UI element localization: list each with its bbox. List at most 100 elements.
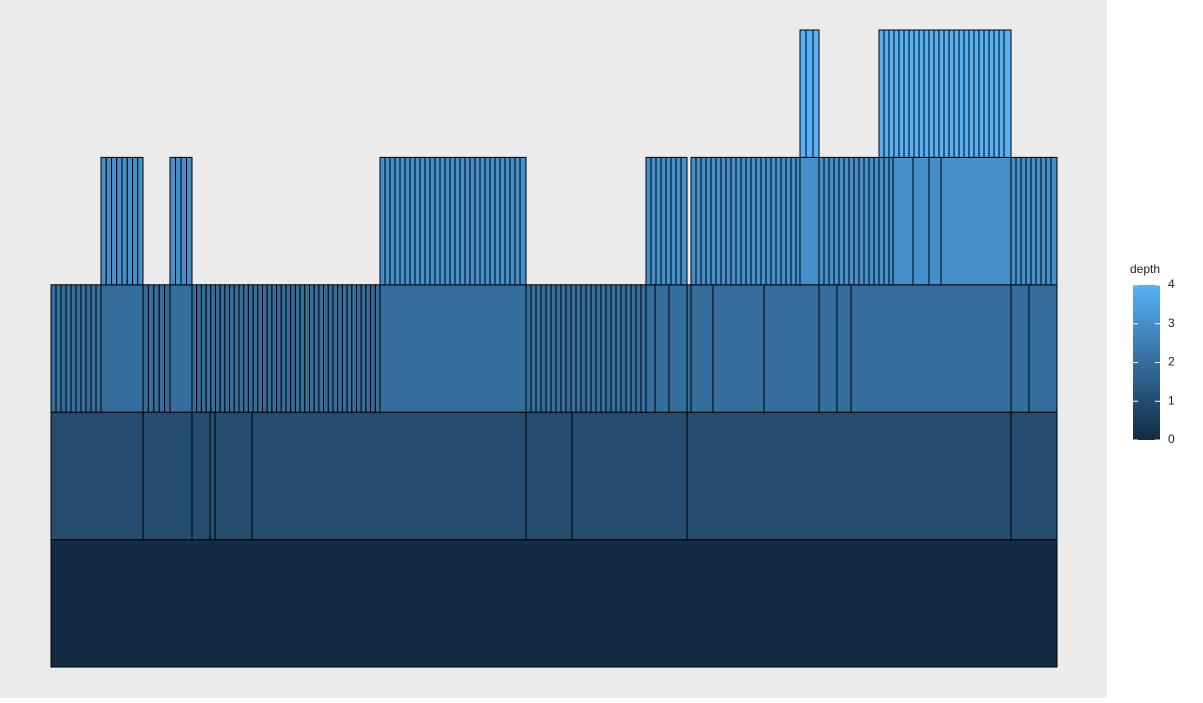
partition-cell — [404, 156, 411, 286]
partition-cell — [760, 156, 767, 286]
partition-cell — [805, 29, 814, 158]
partition-cell — [963, 29, 970, 158]
partition-cell — [848, 156, 855, 286]
partition-cell — [313, 284, 320, 413]
partition-cell — [654, 284, 670, 413]
partition-cell — [116, 156, 123, 286]
partition-cell — [853, 156, 860, 286]
partition-cell — [379, 284, 527, 413]
partition-cell — [690, 156, 697, 286]
partition-cell — [341, 284, 348, 413]
partition-cell — [105, 156, 112, 286]
partition-cell — [419, 156, 426, 286]
partition-cell — [214, 411, 253, 541]
partition-cell — [80, 284, 87, 413]
partition-cell — [205, 284, 212, 413]
partition-cell — [285, 284, 292, 413]
partition-cell — [686, 411, 1012, 541]
partition-cell — [928, 29, 935, 158]
partition-cell — [356, 284, 362, 413]
partition-cell — [555, 284, 562, 413]
partition-cell — [332, 284, 339, 413]
colorbar-tick-label: 2 — [1168, 355, 1175, 369]
partition-cell — [238, 284, 245, 413]
partition-cell — [903, 29, 910, 158]
partition-cell — [725, 156, 732, 286]
partition-cell — [191, 411, 211, 541]
partition-cell — [1015, 156, 1022, 286]
partition-cell — [893, 29, 900, 158]
partition-cell — [763, 284, 820, 413]
partition-cell — [686, 284, 692, 413]
partition-cell — [948, 29, 955, 158]
partition-cell — [337, 284, 343, 413]
partition-cell — [575, 284, 582, 413]
partition-cell — [883, 29, 890, 158]
partition-cell — [489, 156, 496, 286]
partition-cell — [892, 156, 914, 286]
partition-cell — [675, 156, 682, 286]
partition-cell — [740, 156, 747, 286]
partition-cell — [1010, 156, 1017, 286]
partition-cell — [812, 29, 820, 158]
partition-cell — [620, 284, 627, 413]
partition-cell — [209, 411, 216, 541]
partition-cell — [191, 284, 198, 413]
partition-cell — [514, 156, 521, 286]
partition-cell — [509, 156, 516, 286]
partition-cell — [409, 156, 416, 286]
partition-cell — [590, 284, 597, 413]
partition-cell — [745, 156, 752, 286]
partition-cell — [535, 284, 542, 413]
partition-cell — [680, 156, 688, 286]
partition-cell — [370, 284, 376, 413]
partition-cell — [690, 284, 714, 413]
partition-cell — [196, 284, 202, 413]
partition-cell — [993, 29, 1000, 158]
partition-cell — [1010, 411, 1058, 541]
partition-cell — [545, 284, 552, 413]
partition-cell — [850, 284, 1012, 413]
partition-cell — [318, 284, 325, 413]
partition-cell — [1035, 156, 1042, 286]
partition-cell — [525, 411, 573, 541]
partition-cell — [605, 284, 612, 413]
partition-cell — [186, 156, 193, 286]
partition-cell — [640, 284, 647, 413]
partition-cell — [595, 284, 602, 413]
partition-cell — [630, 284, 637, 413]
partition-cell — [464, 156, 471, 286]
partition-cell — [299, 284, 306, 413]
colorbar-tick-label: 4 — [1168, 277, 1175, 291]
partition-cell — [828, 156, 835, 286]
partition-cell — [570, 284, 577, 413]
partition-cell — [818, 156, 825, 286]
partition-cell — [730, 156, 737, 286]
partition-cell — [635, 284, 642, 413]
partition-cell — [735, 156, 742, 286]
partition-cell — [700, 156, 707, 286]
partition-cell — [153, 284, 160, 413]
partition-cell — [132, 156, 139, 286]
partition-cell — [251, 411, 527, 541]
colorbar-tick-label: 0 — [1168, 432, 1175, 446]
partition-cell — [55, 284, 62, 413]
partition-cell — [95, 284, 102, 413]
partition-cell — [978, 29, 985, 158]
partition-cell — [479, 156, 486, 286]
partition-cell — [715, 156, 722, 286]
partition-cell — [180, 156, 187, 286]
partition-cell — [85, 284, 92, 413]
partition-cell — [200, 284, 207, 413]
partition-cell — [928, 156, 942, 286]
partition-cell — [243, 284, 249, 413]
partition-cell — [710, 156, 717, 286]
partition-cell — [519, 156, 527, 286]
partition-cell — [938, 29, 945, 158]
partition-cell — [484, 156, 491, 286]
partition-cell — [323, 284, 329, 413]
partition-cell — [351, 284, 357, 413]
partition-cell — [90, 284, 97, 413]
partition-cell — [610, 284, 617, 413]
partition-cell — [229, 284, 235, 413]
